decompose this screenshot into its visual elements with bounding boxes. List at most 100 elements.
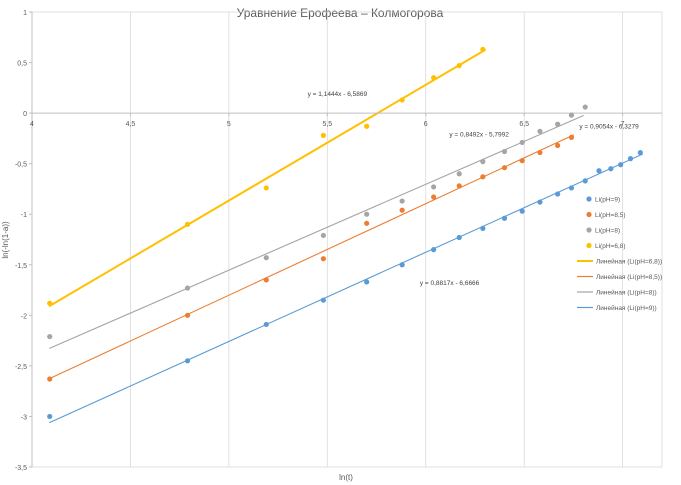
legend-label: Li(pH=8,5): [595, 212, 626, 219]
x-tick-label: 5: [227, 121, 231, 128]
data-point: [537, 199, 543, 205]
data-point: [456, 183, 462, 189]
data-point: [537, 128, 543, 134]
data-point: [618, 162, 624, 168]
data-point: [582, 104, 588, 110]
trendline: [49, 153, 643, 424]
trendline-equation: y = 0,8492x - 5,7992: [449, 131, 509, 138]
data-point: [263, 277, 269, 283]
data-point: [184, 221, 191, 227]
data-point: [568, 185, 575, 191]
y-axis-tick-labels: -3,5 -3 -2,5 -2 -1,5 -1 -0,5 0 0,5 1: [15, 10, 27, 472]
y-tick-label: -2: [21, 313, 27, 320]
y-tick-label: -0,5: [15, 162, 27, 169]
x-tick-label: 7: [621, 121, 625, 128]
data-points: [47, 46, 643, 420]
legend-label: Li(pH=9): [595, 197, 620, 204]
data-point: [456, 62, 462, 69]
data-point: [456, 171, 462, 177]
data-point: [399, 207, 405, 213]
data-point: [320, 232, 326, 239]
y-tick-label: -2,5: [15, 364, 27, 371]
data-point: [184, 285, 191, 291]
data-point: [184, 312, 191, 318]
data-point: [263, 185, 269, 191]
data-point: [364, 211, 370, 217]
data-point: [456, 234, 462, 241]
data-point: [431, 75, 437, 81]
data-point: [320, 132, 326, 138]
legend-label: Линейная (Li(pH=6,8)): [596, 258, 662, 266]
data-point: [399, 198, 405, 204]
x-tick-label: 6: [424, 121, 428, 128]
data-point: [555, 191, 561, 197]
x-axis-tick-labels: 4 4,5 5 5,5 6 6,5 7: [30, 121, 625, 128]
trendline-equations: y = 1,1444x - 6,5869 y = 0,8492x - 5,7992…: [308, 91, 640, 287]
data-point: [519, 208, 525, 214]
data-point: [431, 247, 437, 253]
data-point: [519, 139, 525, 146]
legend-marker: [586, 211, 592, 218]
trendline-equation: y = 1,1444x - 6,5869: [308, 91, 368, 98]
data-point: [637, 149, 643, 156]
legend-marker: [586, 242, 592, 249]
trendline-equation: y = 0,9054x - 6,3279: [579, 123, 639, 130]
legend-label: Линейная (Li(pH=9)): [596, 304, 657, 312]
data-point: [320, 256, 326, 262]
legend-label: Li(pH=8): [595, 228, 620, 235]
data-point: [501, 165, 508, 171]
data-point: [480, 46, 486, 53]
y-axis-label: ln(-ln(1-a)): [1, 221, 10, 259]
chart-title: Уравнение Ерофеева – Колмогорова: [237, 6, 444, 20]
data-point: [480, 159, 486, 165]
data-point: [364, 279, 370, 285]
data-point: [627, 156, 634, 162]
y-tick-label: -1,5: [15, 263, 27, 270]
y-tick-label: 1: [23, 10, 27, 17]
trendline: [49, 115, 584, 349]
data-point: [596, 168, 602, 174]
gridlines: [31, 11, 663, 468]
legend-marker: [586, 196, 592, 202]
data-point: [47, 300, 53, 306]
data-point: [480, 174, 486, 180]
x-tick-label: 5,5: [322, 121, 332, 128]
data-point: [501, 215, 508, 221]
legend-marker: [586, 227, 592, 233]
data-point: [480, 225, 486, 231]
legend-label: Линейная (Li(pH=8)): [596, 289, 657, 297]
data-point: [431, 194, 437, 200]
y-tick-label: -1: [21, 212, 27, 219]
data-point: [320, 297, 326, 303]
x-axis-label: ln(t): [339, 473, 353, 482]
data-point: [537, 149, 543, 156]
data-point: [47, 376, 53, 382]
x-tick-label: 4,5: [126, 121, 136, 128]
legend-label: Линейная (Li(pH=8,5)): [596, 273, 662, 281]
data-point: [263, 255, 269, 261]
data-point: [519, 158, 525, 164]
x-tick-label: 4: [30, 121, 34, 128]
data-point: [399, 262, 405, 268]
data-point: [364, 123, 370, 129]
y-tick-label: -3,5: [15, 465, 27, 472]
data-point: [364, 220, 370, 226]
data-point: [47, 413, 53, 420]
trendline: [48, 49, 486, 307]
data-point: [582, 178, 588, 184]
data-point: [399, 97, 405, 103]
data-point: [555, 121, 561, 127]
trendline-equation: y = 0,8817x - 6,6666: [420, 280, 480, 287]
x-tick-label: 6,5: [519, 121, 529, 128]
axes: [29, 11, 662, 468]
data-point: [568, 134, 575, 140]
trendline: [49, 134, 574, 380]
data-point: [263, 321, 269, 328]
data-point: [501, 148, 508, 155]
legend: Li(pH=9) Li(pH=8,5) Li(pH=8) Li(pH=6,8) Лине…: [577, 196, 662, 312]
data-point: [184, 358, 191, 364]
data-point: [608, 166, 614, 172]
y-tick-label: 0,5: [17, 61, 27, 68]
